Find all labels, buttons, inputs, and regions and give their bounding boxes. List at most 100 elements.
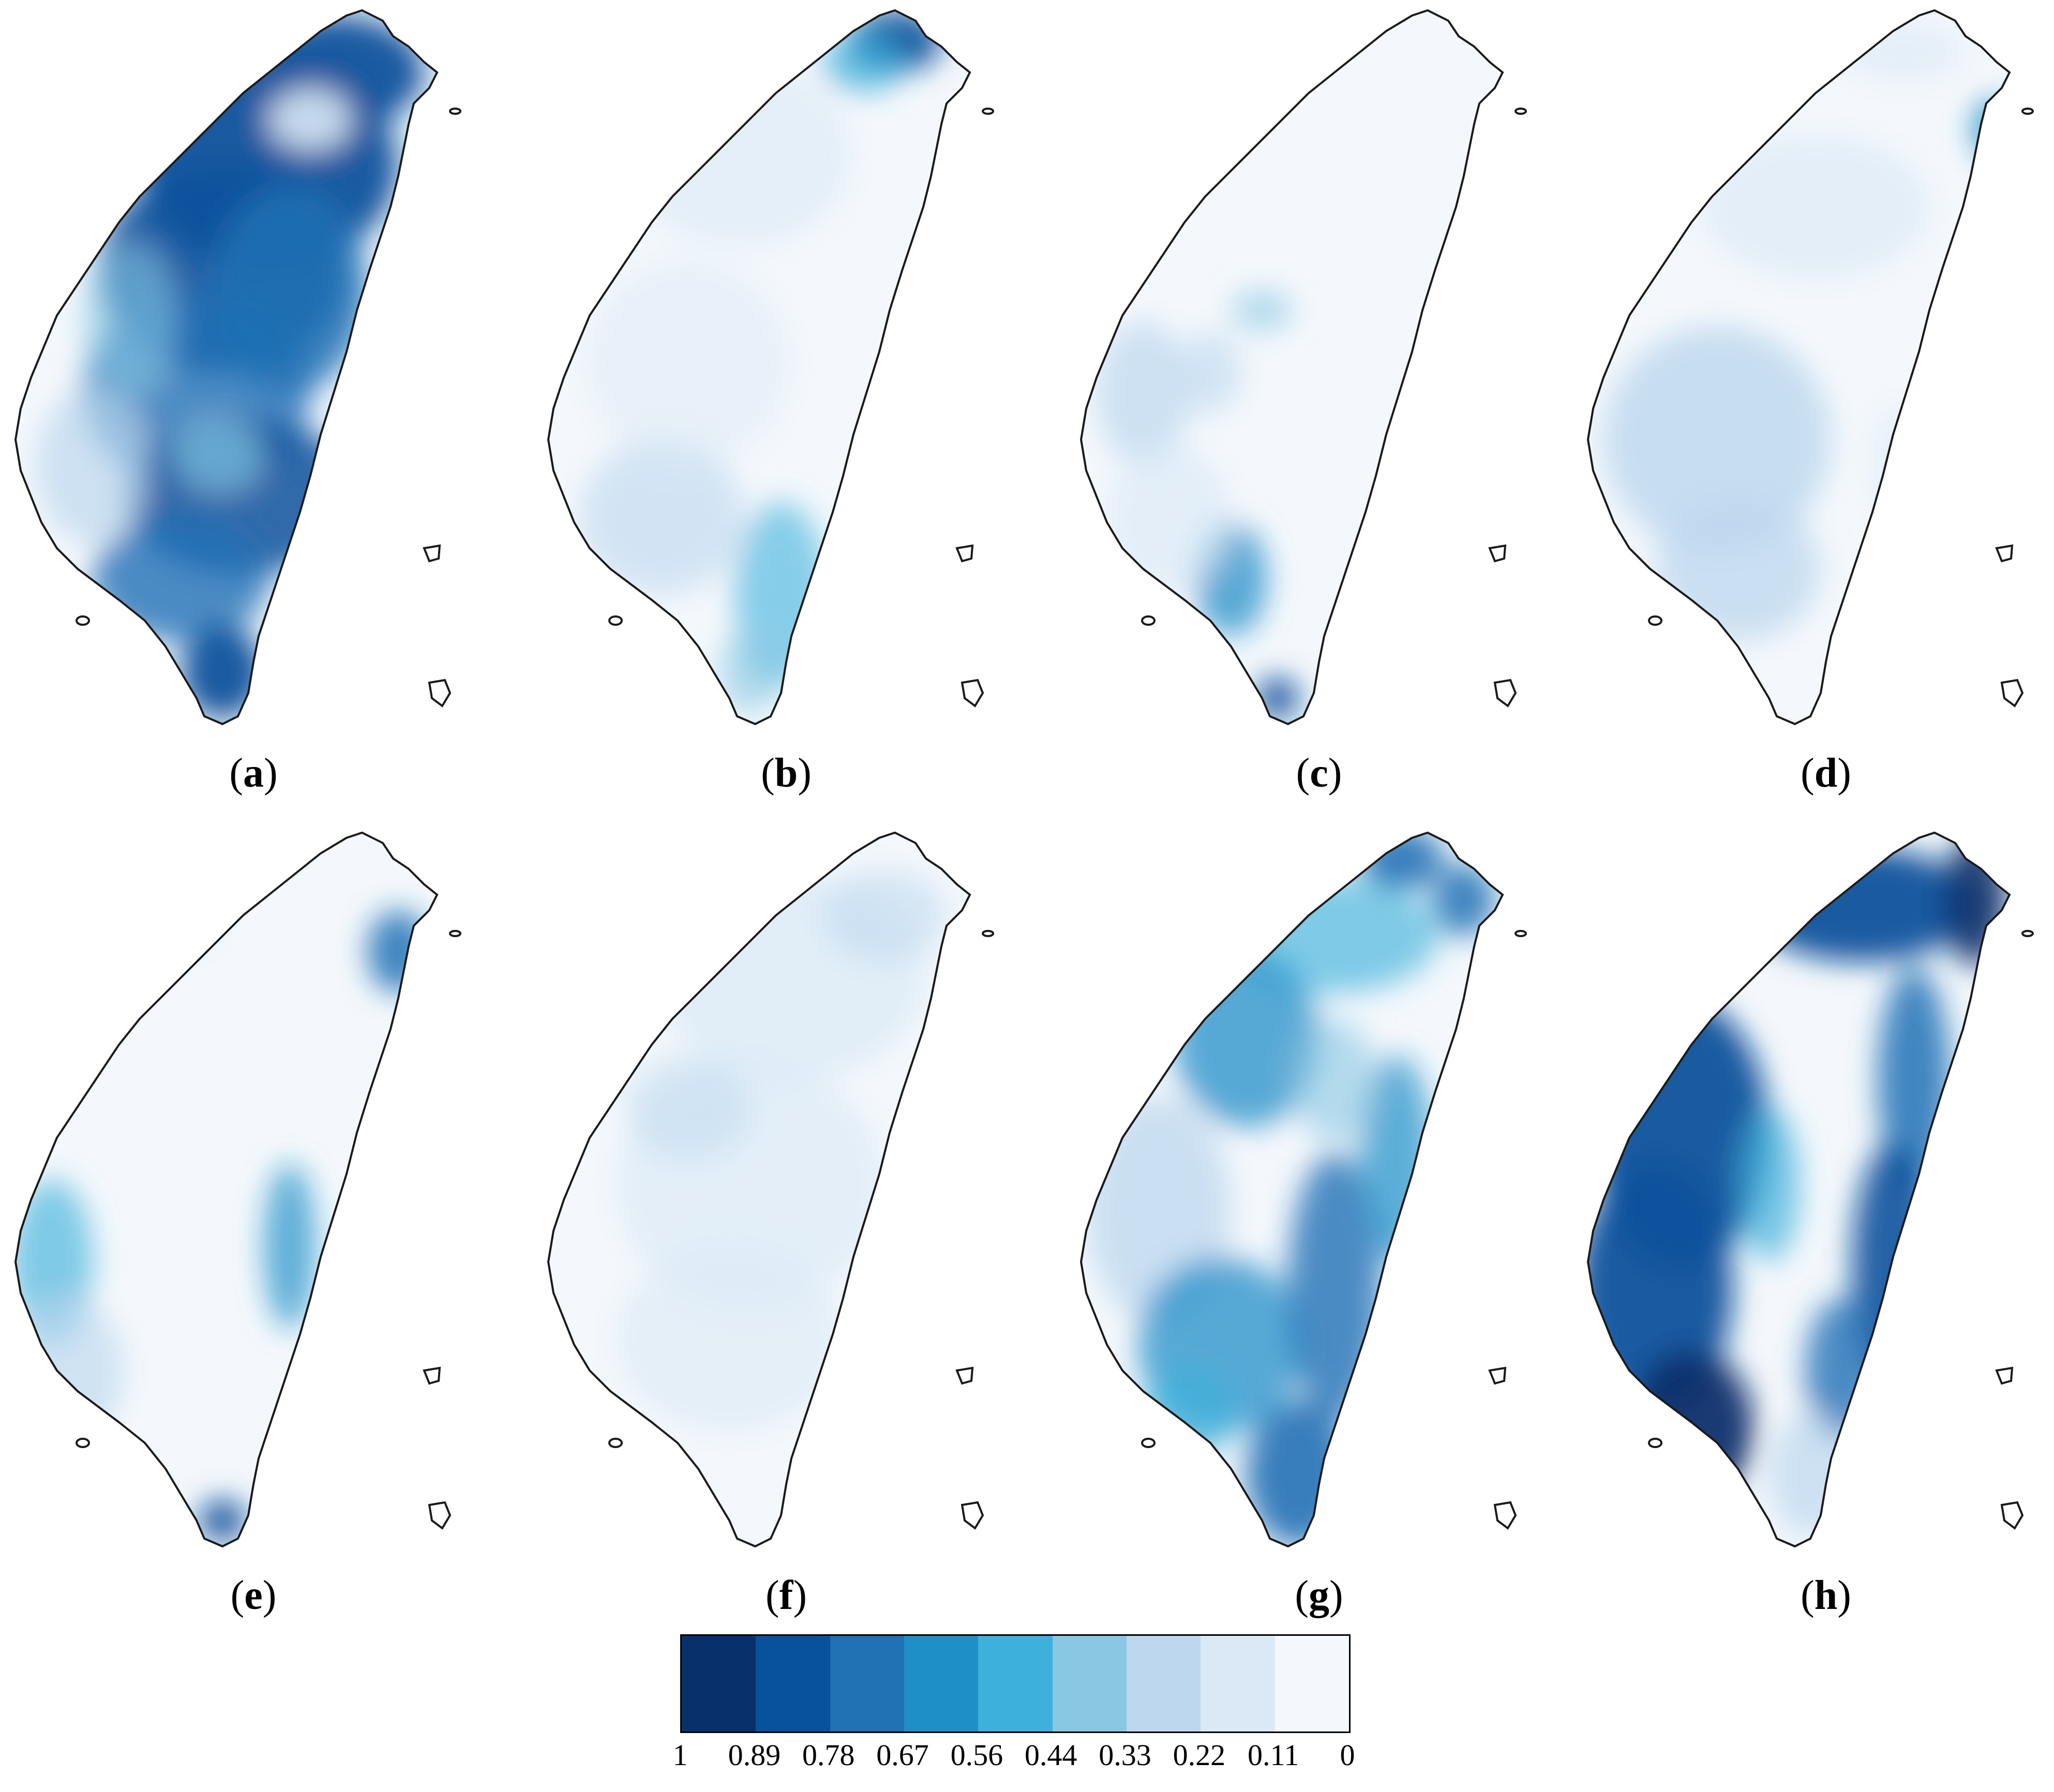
intensity-patch [1179,331,1241,414]
guishan-island [982,930,994,937]
intensity-patch [579,440,745,595]
intensity-patch [626,1055,750,1158]
green-island [955,544,974,563]
intensity-patch [719,631,781,714]
intensity-layer [1086,833,1495,1546]
taiwan-map-d [1586,9,2034,726]
intensity-patch [1841,21,1966,83]
orchid-island [428,1501,452,1530]
intensity-patch [1433,864,1495,936]
taiwan-map-a [14,9,461,726]
intensity-patch [93,895,217,957]
panel-label-d: (d) [1801,750,1851,796]
colorbar-tick-label: 0.22 [1173,1738,1226,1772]
colorbar-swatch [830,1636,904,1731]
colorbar-tick-label: 0.89 [728,1738,781,1772]
intensity-layer [1097,290,1298,719]
liuqiu-island [608,1438,623,1448]
orchid-island [428,679,452,707]
intensity-patch [1973,98,2010,160]
panel-letter: c [1310,750,1328,796]
colorbar-tick-label: 1 [672,1738,688,1772]
panel-letter: f [779,1573,793,1618]
green-island [1995,544,2014,563]
intensity-patch [367,910,429,993]
intensity-patch [16,1298,124,1443]
intensity-patch [36,388,150,543]
intensity-patch [171,419,264,491]
guishan-island [1515,108,1527,115]
panel-label-c: (c) [1296,750,1342,796]
colorbar-tick-label: 0.67 [876,1738,929,1772]
colorbar-swatch [1052,1636,1127,1731]
liuqiu-island [1648,615,1662,626]
panel-letter: b [774,750,798,796]
orchid-island [961,679,984,707]
intensity-patch [1603,326,1831,553]
colorbar-swatch [1201,1636,1275,1731]
intensity-patch [1872,403,1914,528]
intensity-layer [616,869,947,1433]
orchid-island [2000,1501,2024,1530]
coastline [1586,831,2011,1548]
green-island [423,544,441,563]
colorbar-ticks: 1 0.89 0.78 0.67 0.56 0.44 0.33 0.22 0.11 0 [673,1738,1425,1784]
coastline [1080,9,1504,726]
liuqiu-island [608,615,623,626]
intensity-patch [616,1246,843,1433]
panel-letter: e [244,1573,263,1618]
intensity-layer [1603,21,2010,641]
map-panel-f: (f) [533,822,1040,1618]
panel-label-b: (b) [761,750,812,796]
colorbar-swatch [756,1636,830,1731]
taiwan-map-b [547,9,994,726]
intensity-patch [269,88,352,150]
liuqiu-island [1648,1438,1662,1448]
colorbar-tick-label: 0.33 [1099,1738,1151,1772]
intensity-patch [1945,833,2007,967]
orchid-island [961,1501,984,1530]
guishan-island [449,108,461,115]
orchid-island [1493,1501,1517,1530]
intensity-patch [83,243,176,398]
taiwan-map-f [547,831,994,1548]
intensity-layer [36,16,424,719]
panel-label-f: (f) [766,1573,807,1618]
coastline [547,831,971,1548]
map-panel-e: (e) [0,822,507,1618]
coastline [14,831,439,1548]
intensity-patch [1097,321,1190,465]
guishan-island [982,108,994,115]
panel-label-e: (e) [230,1573,277,1618]
colorbar-swatch [904,1636,979,1731]
map-panel-d: (d) [1572,0,2054,796]
liuqiu-island [76,1438,90,1448]
map-panel-c: (c) [1066,0,1572,796]
intensity-layer [579,10,941,714]
liuqiu-island [1141,1438,1156,1448]
guishan-island [2021,108,2034,115]
panel-letter: d [1814,750,1838,796]
intensity-patch [199,1500,246,1541]
intensity-patch [584,259,791,465]
colorbar-swatch [682,1636,756,1731]
colorbar-swatch [978,1636,1053,1731]
intensity-patch [181,626,264,719]
guishan-island [2021,930,2034,937]
coastline [547,9,971,726]
green-island [955,1366,974,1385]
taiwan-map-h [1586,831,2034,1548]
panel-letter: a [243,750,264,796]
intensity-patch [1702,134,1929,279]
taiwan-map-g [1080,831,1527,1548]
intensity-patch [626,62,853,248]
colorbar-tick-label: 0 [1340,1738,1355,1772]
colorbar-swatch [1275,1636,1349,1731]
intensity-patch [93,517,269,641]
guishan-island [449,930,461,937]
map-panel-g: (g) [1066,822,1572,1618]
intensity-patch [1231,290,1293,331]
colorbar-tick-label: 0.56 [950,1738,1003,1772]
intensity-patch [1107,445,1231,590]
